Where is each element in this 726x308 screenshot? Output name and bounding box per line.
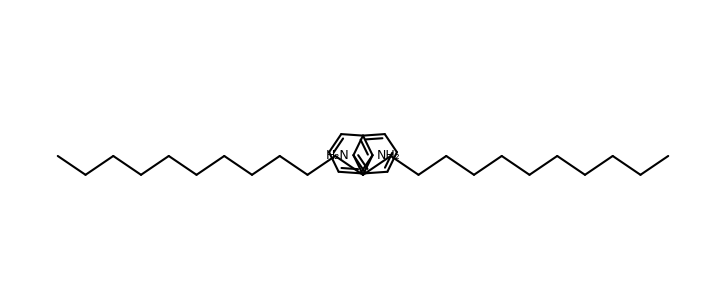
Text: H₂N: H₂N [326, 149, 349, 162]
Text: NH₂: NH₂ [377, 149, 400, 162]
